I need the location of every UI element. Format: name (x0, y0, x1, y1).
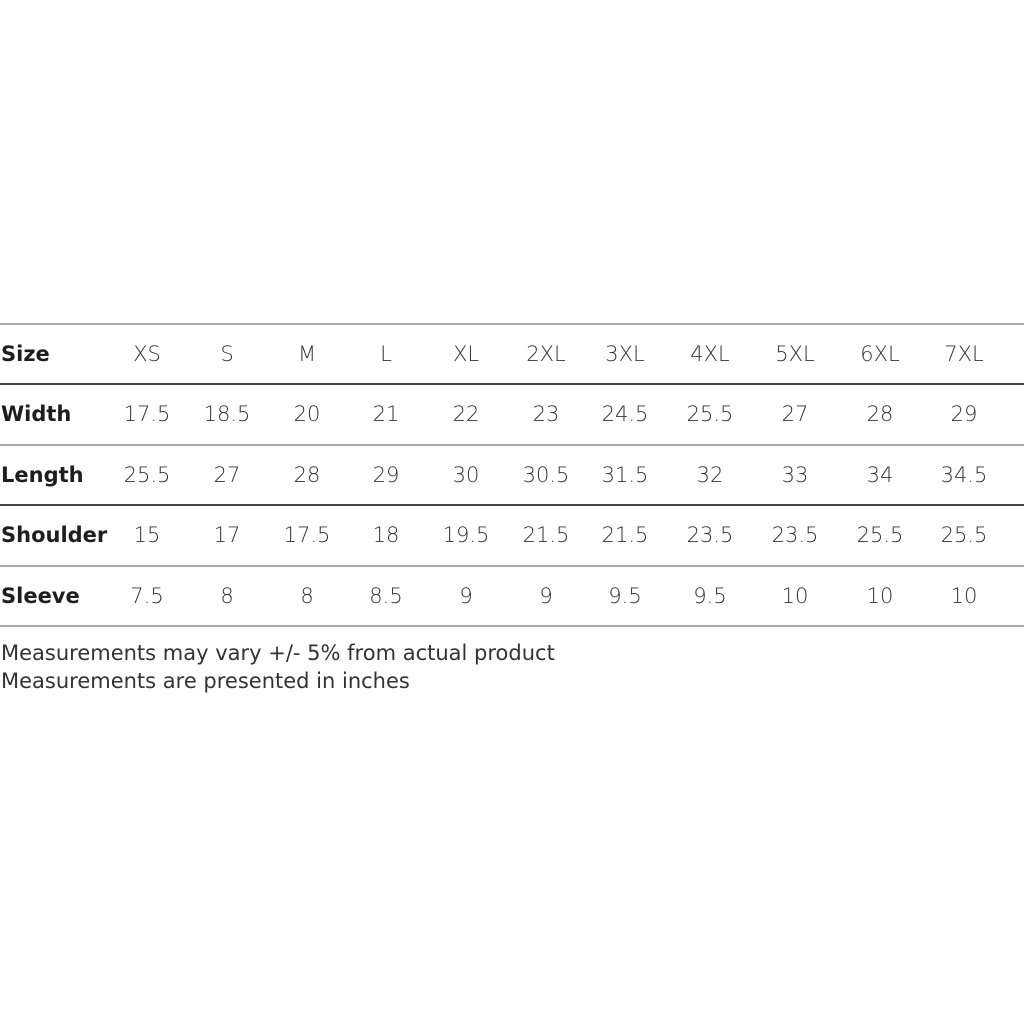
table-cell: 31.5 (601, 463, 649, 487)
table-cell: 18.5 (203, 402, 251, 426)
table-cell: 18 (372, 523, 400, 547)
table-row: Sleeve 7.5 8 8 8.5 9 9 9.5 9.5 10 10 10 (0, 566, 1024, 626)
table-cell: 19.5 (442, 523, 490, 547)
table-cell: 30 (452, 463, 480, 487)
table-cell: 5XL (775, 342, 815, 366)
table-cell: 10 (950, 584, 978, 608)
row-label: Sleeve (1, 584, 80, 608)
table-cell: 8 (220, 584, 234, 608)
table-cell: 9 (539, 584, 553, 608)
row-divider (0, 565, 1024, 567)
table-cell: 34.5 (940, 463, 988, 487)
table-cell: 24.5 (601, 402, 649, 426)
note-units: Measurements are presented in inches (1, 669, 410, 693)
row-label: Length (1, 463, 84, 487)
table-cell: 23.5 (686, 523, 734, 547)
row-label: Width (1, 402, 72, 426)
table-cell: 7XL (944, 342, 984, 366)
row-label: Size (1, 342, 50, 366)
table-row: Width 17.5 18.5 20 21 22 23 24.5 25.5 27 28 29 (0, 384, 1024, 444)
table-cell: 25.5 (856, 523, 904, 547)
table-cell: 9.5 (608, 584, 642, 608)
row-divider (0, 504, 1024, 506)
table-cell: 20 (293, 402, 321, 426)
table-cell: 9.5 (693, 584, 727, 608)
table-cell: 28 (293, 463, 321, 487)
table-cell: 32 (696, 463, 724, 487)
table-cell: 21.5 (601, 523, 649, 547)
table-cell: 10 (866, 584, 894, 608)
table-cell: 15 (133, 523, 161, 547)
row-divider (0, 323, 1024, 325)
table-cell: 28 (866, 402, 894, 426)
table-cell: 6XL (860, 342, 900, 366)
table-cell: 21 (372, 402, 400, 426)
table-cell: 27 (781, 402, 809, 426)
note-variance: Measurements may vary +/- 5% from actual… (1, 641, 555, 665)
table-cell: 9 (459, 584, 473, 608)
table-cell: L (380, 342, 392, 366)
row-label: Shoulder (1, 523, 108, 547)
table-cell: 33 (781, 463, 809, 487)
table-cell: 25.5 (123, 463, 171, 487)
table-cell: 17.5 (283, 523, 331, 547)
row-divider (0, 625, 1024, 627)
table-cell: S (220, 342, 234, 366)
row-divider (0, 383, 1024, 385)
table-cell: 27 (213, 463, 241, 487)
table-cell: 25.5 (686, 402, 734, 426)
header-row: Size XS S M L XL 2XL 3XL 4XL 5XL 6XL 7XL (0, 324, 1024, 384)
table-cell: 2XL (526, 342, 566, 366)
table-row: Length 25.5 27 28 29 30 30.5 31.5 32 33 34 34.5 (0, 445, 1024, 505)
table-cell: 7.5 (130, 584, 164, 608)
table-cell: 8 (300, 584, 314, 608)
table-cell: 10 (781, 584, 809, 608)
table-cell: 21.5 (522, 523, 570, 547)
table-cell: 17 (213, 523, 241, 547)
table-cell: 23 (532, 402, 560, 426)
table-cell: 29 (372, 463, 400, 487)
table-cell: 25.5 (940, 523, 988, 547)
table-cell: 3XL (605, 342, 645, 366)
table-cell: 8.5 (369, 584, 403, 608)
table-cell: XS (133, 342, 161, 366)
table-cell: 22 (452, 402, 480, 426)
row-divider (0, 444, 1024, 446)
table-cell: 34 (866, 463, 894, 487)
table-cell: 29 (950, 402, 978, 426)
table-cell: M (297, 342, 317, 366)
table-cell: 17.5 (123, 402, 171, 426)
table-cell: XL (452, 342, 480, 366)
table-cell: 30.5 (522, 463, 570, 487)
table-cell: 23.5 (771, 523, 819, 547)
table-row: Shoulder 15 17 17.5 18 19.5 21.5 21.5 23.5 23.5 25… (0, 505, 1024, 565)
table-cell: 4XL (690, 342, 730, 366)
